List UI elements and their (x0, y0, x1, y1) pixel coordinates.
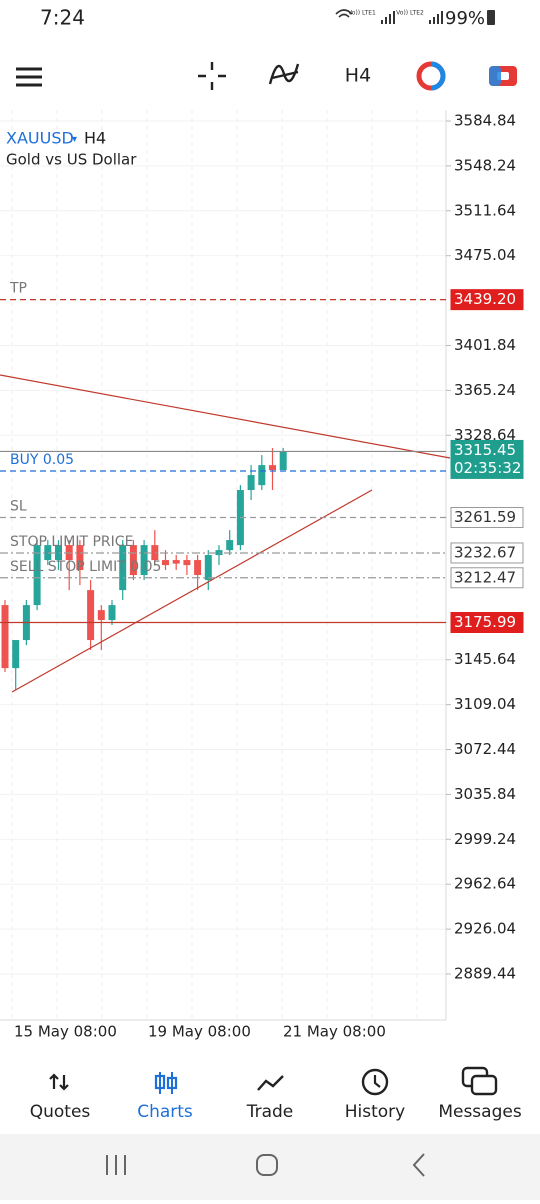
menu-button[interactable] (16, 67, 42, 87)
price-tag (450, 567, 524, 589)
status-time: 7:24 (40, 6, 85, 30)
app-icon-2-left (489, 66, 501, 86)
candle-body (151, 545, 159, 561)
price-tick-label: 3511.64 (454, 201, 516, 219)
candle-body (226, 540, 234, 551)
price-tick-label: 3035.84 (454, 785, 516, 803)
sim2: Vo)) LTE2 (396, 10, 424, 17)
price-tick-label: 3109.04 (454, 695, 516, 713)
candle-body (108, 605, 116, 621)
nav-item[interactable]: Quotes (30, 1102, 91, 1122)
price-tick-label: 3548.24 (454, 156, 516, 174)
home-button[interactable] (256, 1154, 278, 1176)
symbol-description: Gold vs US Dollar (6, 151, 137, 169)
price-tag (450, 612, 524, 634)
bottom-nav (0, 1048, 540, 1134)
quotes-icon (49, 1073, 69, 1091)
price-tick-label: 2999.24 (454, 830, 516, 848)
grid (0, 110, 446, 1020)
candle-body (33, 545, 41, 606)
nav-item[interactable]: Messages (438, 1102, 522, 1122)
candle-body (44, 545, 52, 561)
time-label: 15 May 08:00 (14, 1023, 117, 1041)
chart-timeframe: H4 (84, 129, 106, 148)
candle-body (258, 465, 266, 486)
trade-icon (257, 1075, 284, 1091)
app-icon-1-half (430, 61, 446, 91)
symbol-dropdown[interactable]: ▾ (72, 134, 77, 145)
price-tag (450, 542, 524, 564)
level-label: TP (9, 281, 27, 297)
candle-body (162, 560, 169, 566)
candle-body (247, 475, 255, 491)
charts-icon-2 (166, 1076, 178, 1090)
candle-body (129, 545, 137, 576)
system-nav (0, 1134, 540, 1200)
price-tag-label: 3232.67 (454, 543, 516, 561)
crosshair-button[interactable] (198, 62, 226, 90)
trend-line-down (0, 374, 451, 459)
candle-body (183, 560, 191, 566)
trend-line-up (11, 489, 373, 693)
charts-icon (154, 1074, 166, 1090)
price-tick-label: 3365.24 (454, 381, 516, 399)
candle-body (76, 545, 84, 570)
level-label: SELL STOP LIMIT 0.05 (10, 559, 161, 575)
candle-body (140, 545, 148, 576)
price-tick-label: 3072.44 (454, 740, 516, 758)
price-tag (450, 439, 524, 479)
indicators-button[interactable] (268, 63, 300, 85)
price-tick-label: 3584.84 (454, 112, 516, 130)
candle-body (87, 590, 95, 641)
signal-icon (381, 11, 443, 24)
battery-icon (487, 10, 495, 25)
sim1: Vo)) LTE1 (348, 10, 376, 17)
time-label: 21 May 08:00 (283, 1023, 386, 1041)
price-tick-label: 2962.64 (454, 875, 516, 893)
candle-body (119, 545, 127, 591)
candle-body (12, 640, 20, 669)
price-axis: 3584.84 3548.24 3511.64 3475.04 3401.84 3365.… (14, 112, 516, 1041)
candle-body (204, 555, 212, 581)
candle-body (172, 560, 180, 564)
price-tick-label: 3328.64 (454, 426, 516, 444)
candle-body (97, 610, 105, 621)
price-tick-label: 3475.04 (454, 246, 516, 264)
level-label: SL (10, 499, 27, 515)
price-tag-label: 3261.59 (454, 508, 516, 526)
price-tick-label: 3145.64 (454, 650, 516, 668)
nav-items: Quotes Charts Trade History Messages (30, 1102, 522, 1122)
price-tag-label: 3439.20 (454, 290, 516, 308)
price-tag-label: 3212.47 (454, 568, 516, 586)
recents-button[interactable] (106, 1155, 126, 1175)
wifi-icon (335, 9, 353, 18)
time-label: 19 May 08:00 (148, 1023, 251, 1041)
battery-text: 99% (445, 8, 485, 29)
nav-item[interactable]: Trade (246, 1102, 294, 1122)
back-button[interactable] (412, 1153, 425, 1177)
candle-body (55, 545, 62, 561)
history-icon (361, 1068, 389, 1096)
price-tick-label: 3401.84 (454, 336, 516, 354)
level-label: BUY 0.05 (10, 452, 74, 468)
candle-body (194, 560, 202, 576)
timeframe-button[interactable]: H4 (345, 65, 371, 87)
countdown: 02:35:32 (454, 459, 521, 477)
symbol: XAUUSD (6, 129, 74, 148)
level-label: STOP LIMIT PRICE (10, 534, 133, 550)
price-tag (450, 507, 524, 529)
price-tick-label: 2889.44 (454, 965, 516, 983)
nav-item[interactable]: History (345, 1102, 405, 1122)
price-tag (450, 289, 524, 311)
price-tag-label: 3175.99 (454, 613, 516, 631)
candle-body (279, 451, 287, 471)
price-tag-label: 3315.45 (454, 441, 516, 459)
candle-body (269, 465, 276, 471)
price-tick-label: 2926.04 (454, 920, 516, 938)
candle-body (1, 605, 9, 669)
nav-item[interactable]: Charts (137, 1102, 193, 1122)
